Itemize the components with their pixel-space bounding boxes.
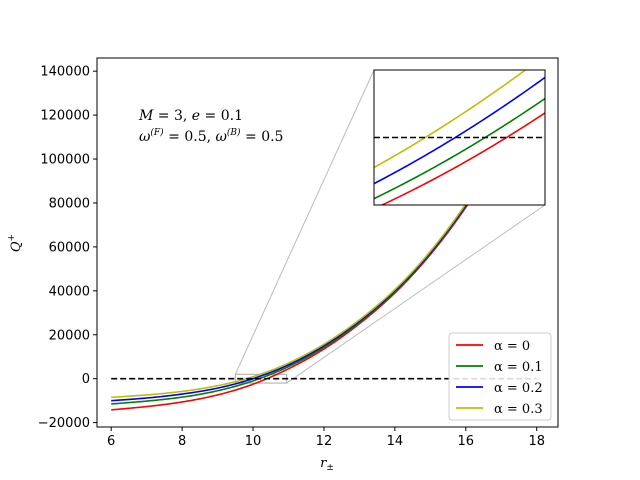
y-tick-label: 40000 [49, 284, 90, 299]
inset-series-line-3 [374, 70, 527, 169]
connector-line [234, 69, 375, 375]
y-tick-label: 80000 [49, 196, 90, 211]
y-tick-label: −20000 [38, 416, 90, 431]
inset-series-line-1 [374, 97, 545, 200]
annotation-line-2: ω(F) = 0.5, ω(B) = 0.5 [139, 127, 283, 145]
legend-label: α = 0.2 [494, 381, 543, 396]
annotation-line-1: M = 3, e = 0.1 [138, 108, 243, 124]
x-tick-label: 14 [387, 434, 404, 449]
x-axis-label: r± [320, 456, 334, 473]
x-tick-label: 12 [316, 434, 333, 449]
y-tick-label: 20000 [49, 328, 90, 343]
y-tick-label: 60000 [49, 240, 90, 255]
x-tick-label: 6 [107, 434, 115, 449]
legend-label: α = 0 [494, 339, 530, 354]
x-tick-label: 16 [458, 434, 475, 449]
inset-frame [373, 69, 546, 206]
legend-box [448, 332, 552, 421]
inset-series-line-0 [380, 112, 545, 205]
inset-plot [374, 70, 545, 205]
inset-series-line-2 [374, 76, 545, 185]
connector-lines [234, 69, 546, 384]
legend: α = 0 α = 0.1 α = 0.2 α = 0.3 [448, 332, 552, 421]
legend-label: α = 0.3 [494, 402, 543, 417]
x-tick-label: 18 [528, 434, 545, 449]
x-tick-label: 8 [178, 434, 186, 449]
y-tick-label: 120000 [40, 109, 90, 124]
x-axis: 6 8 10 12 14 16 18 [107, 427, 545, 449]
y-tick-label: 140000 [40, 65, 90, 80]
x-tick-label: 10 [245, 434, 262, 449]
y-axis-label: Q+ [7, 234, 24, 252]
legend-label: α = 0.1 [494, 360, 543, 375]
y-tick-label: 100000 [40, 153, 90, 168]
y-tick-label: 0 [82, 372, 90, 387]
axes-frame [96, 57, 559, 428]
connector-line [286, 204, 546, 384]
y-axis: −20000 0 20000 40000 60000 80000 100000 120000 1… [38, 65, 97, 431]
